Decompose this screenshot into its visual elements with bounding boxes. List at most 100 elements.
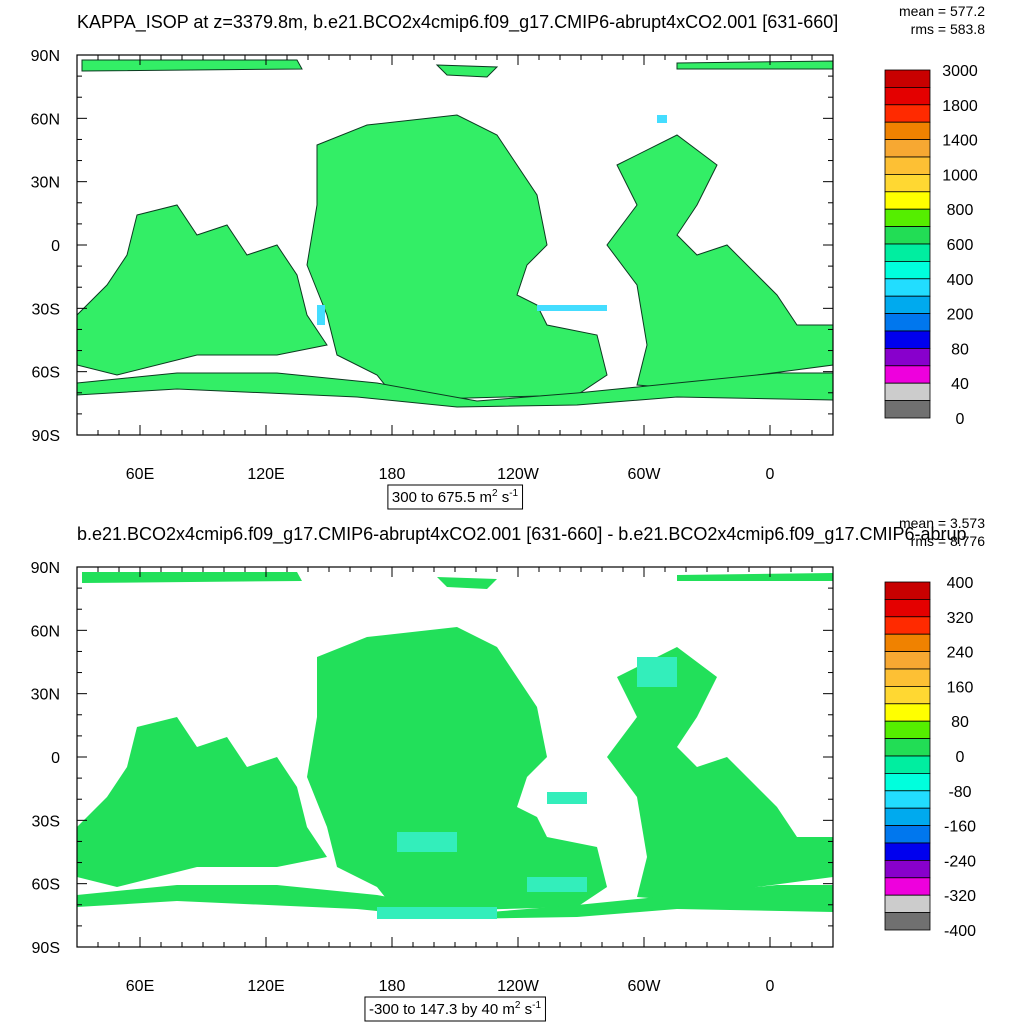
colorbar-box (884, 400, 931, 419)
colorbar-label: 400 (947, 575, 974, 592)
colorbar-box (884, 912, 931, 931)
range-text: -300 to 147.3 by 40 m (369, 1001, 515, 1018)
lat-label: 30N (31, 175, 60, 192)
lon-label: 60W (628, 978, 662, 995)
colorbar-box (884, 755, 931, 774)
colorbar-box (884, 243, 931, 262)
colorbar-label: 1000 (942, 167, 978, 184)
colorbar-box (884, 877, 931, 896)
range-sup: 2 (492, 488, 498, 499)
colorbar-box (884, 720, 931, 740)
range-label: -300 to 147.3 by 40 m2 s-1 (369, 1000, 542, 1018)
colorbar-label: 3000 (942, 63, 978, 80)
colorbar-label: -80 (948, 784, 971, 801)
shelf-patch (657, 115, 667, 123)
lon-label: 120W (497, 978, 540, 995)
colorbar-box (884, 773, 931, 792)
colorbar-box (884, 616, 931, 635)
lat-label: 30S (32, 813, 60, 830)
colorbar-label: 1800 (942, 98, 978, 115)
lat-label: 60N (31, 111, 60, 128)
ocean-region (607, 647, 833, 902)
colorbar-box (884, 686, 931, 705)
mean-label: mean = 3.573 (899, 515, 985, 531)
range-sup: -1 (509, 488, 518, 499)
shelf-patch (317, 305, 325, 325)
colorbar-label: 80 (951, 714, 969, 731)
lat-label: 90N (31, 560, 60, 577)
lat-label: 30S (32, 301, 60, 318)
lat-label: 0 (51, 238, 60, 255)
lon-label: 60E (126, 466, 154, 483)
map (77, 572, 833, 919)
colorbar-box (884, 208, 931, 227)
colorbar-label: 40 (951, 376, 969, 393)
colorbar-box (884, 860, 931, 879)
lon-label: 60E (126, 978, 154, 995)
colorbar-box (884, 365, 931, 384)
lon-label: 0 (766, 978, 775, 995)
lon-label: 120W (497, 466, 540, 483)
ocean-region (77, 717, 327, 887)
colorbar-box (884, 599, 931, 618)
ocean-region (437, 577, 497, 589)
ocean-region (306, 114, 608, 401)
colorbar-box (884, 807, 931, 827)
colorbar-box (884, 69, 931, 88)
range-label: 300 to 675.5 m2 s-1 (392, 488, 519, 506)
lat-label: 60S (32, 877, 60, 894)
ocean-region (677, 573, 833, 581)
colorbar-box (884, 842, 931, 861)
colorbar-box (884, 330, 931, 349)
colorbar-box (884, 668, 931, 687)
colorbar-label: -160 (944, 819, 976, 836)
lon-label: 120E (247, 978, 284, 995)
colorbar-box (884, 139, 931, 158)
rms-label: rms = 8.776 (911, 533, 986, 549)
lon-label: 120E (247, 466, 284, 483)
colorbar-label: 160 (947, 679, 974, 696)
colorbar-box (884, 651, 931, 670)
lat-label: 0 (51, 750, 60, 767)
ocean-region (676, 60, 834, 70)
ocean-region (606, 134, 834, 391)
colorbar-label: 400 (947, 272, 974, 289)
lat-label: 90S (32, 940, 60, 957)
lat-label: 60N (31, 623, 60, 640)
colorbar-label: -320 (944, 888, 976, 905)
colorbar-box (884, 173, 931, 193)
colorbar-box (884, 703, 931, 722)
colorbar-label: 800 (947, 202, 974, 219)
range-box (364, 996, 546, 1022)
lat-label: 60S (32, 365, 60, 382)
anomaly-patch (637, 657, 677, 687)
ocean-region (77, 885, 833, 919)
colorbar-box (884, 226, 931, 245)
lat-label: 90S (32, 428, 60, 445)
colorbar-label: 1400 (942, 133, 978, 150)
range-sup: 2 (515, 1000, 521, 1011)
colorbar-box (884, 87, 931, 106)
colorbar-box (884, 278, 931, 297)
colorbar-box (884, 633, 931, 653)
colorbar-label: -240 (944, 853, 976, 870)
ocean-region (82, 572, 302, 583)
panel: b.e21.BCO2x4cmip6.f09_g17.CMIP6-abrupt4x… (31, 515, 986, 1022)
colorbar-box (884, 825, 931, 844)
colorbar-box (884, 382, 931, 402)
colorbar-box (884, 790, 931, 809)
colorbar-box (884, 104, 931, 123)
anomaly-patch (377, 907, 497, 919)
colorbar-label: 600 (947, 237, 974, 254)
colorbar-label: 0 (956, 411, 965, 428)
colorbar-box (884, 260, 931, 280)
anomaly-patch (527, 877, 587, 892)
lon-label: 180 (379, 466, 406, 483)
range-sup: -1 (532, 1000, 541, 1011)
colorbar-box (884, 347, 931, 367)
anomaly-patch (397, 832, 457, 852)
colorbar-box (884, 295, 931, 315)
shelf-patch (537, 305, 607, 311)
colorbar-label: 320 (947, 610, 974, 627)
